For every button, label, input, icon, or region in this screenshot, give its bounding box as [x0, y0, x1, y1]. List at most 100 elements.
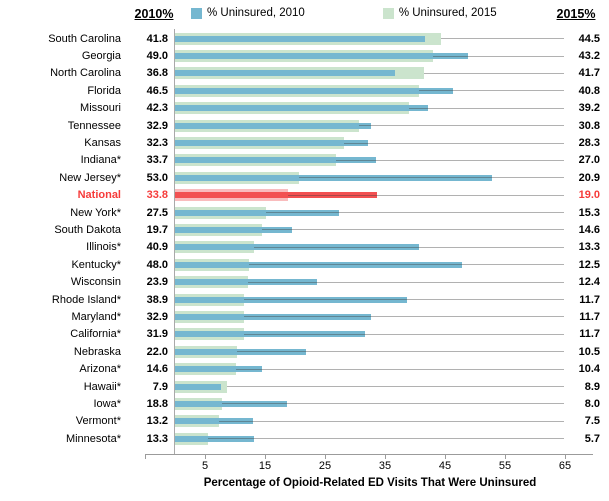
bar-2010	[174, 140, 368, 147]
bar-row: Florida 46.5 40.8	[0, 82, 609, 99]
y-axis-line	[174, 29, 175, 455]
value-2015: 7.5	[584, 415, 600, 428]
bar-2010	[174, 244, 420, 251]
x-tick-mark	[565, 455, 566, 459]
value-2015: 11.7	[579, 328, 600, 341]
leader-line	[433, 55, 564, 57]
legend-item-2010: % Uninsured, 2010	[191, 7, 305, 19]
plot-cell	[174, 117, 564, 134]
value-2010: 40.9	[146, 241, 168, 254]
leader-line	[299, 177, 564, 179]
state-label: Hawaii*	[83, 380, 121, 393]
bar-2010	[174, 70, 395, 77]
bar-2010	[174, 348, 306, 355]
value-2015: 8.0	[584, 397, 600, 410]
plot-cell	[174, 395, 564, 412]
state-label: Indiana*	[80, 154, 121, 167]
leader-line	[244, 299, 564, 301]
bar-row: Illinois* 40.9 13.3	[0, 239, 609, 256]
column-header-2010: 2010%	[134, 7, 174, 21]
state-label: Vermont*	[75, 415, 121, 428]
plot-cell	[174, 360, 564, 377]
x-tick-mark	[325, 455, 326, 459]
bar-row: Minnesota* 13.3 5.7	[0, 430, 609, 447]
state-label: New Jersey*	[59, 171, 121, 184]
state-label: New York*	[70, 206, 121, 219]
legend-swatch-2010-icon	[191, 7, 202, 19]
bar-row: North Carolina 36.8 41.7	[0, 65, 609, 82]
bar-row: National 33.8 19.0	[0, 187, 609, 204]
state-label: Illinois*	[86, 241, 121, 254]
bar-row: Indiana* 33.7 27.0	[0, 152, 609, 169]
value-2015: 20.9	[578, 171, 600, 184]
state-label: Missouri	[80, 102, 121, 115]
plot-cell	[174, 273, 564, 290]
value-2015: 13.3	[578, 241, 600, 254]
bar-2010	[174, 87, 453, 94]
x-tick-mark	[445, 455, 446, 459]
bar-2010	[174, 261, 462, 268]
leader-line	[219, 420, 564, 422]
x-tick-label: 15	[258, 460, 272, 472]
bar-2010	[174, 418, 254, 425]
plot-cell	[174, 30, 564, 47]
plot-cell	[174, 413, 564, 430]
bar-2010	[174, 174, 492, 181]
bar-row: New York* 27.5 15.3	[0, 204, 609, 221]
plot-cell	[174, 47, 564, 64]
bar-rows: South Carolina 41.8 44.5 Georgia 49.0 43…	[0, 30, 609, 447]
plot-cell	[174, 326, 564, 343]
value-2010: 13.3	[146, 432, 168, 445]
value-2015: 8.9	[584, 380, 600, 393]
value-2010: 48.0	[146, 258, 168, 271]
value-2015: 12.5	[578, 258, 600, 271]
value-2015: 15.3	[578, 206, 600, 219]
plot-cell	[174, 221, 564, 238]
value-2010: 41.8	[146, 32, 168, 45]
value-2015: 11.7	[579, 310, 600, 323]
bar-2010	[174, 226, 293, 233]
value-2010: 46.5	[146, 84, 168, 97]
bar-2010	[174, 296, 408, 303]
state-label: Kansas	[84, 137, 121, 150]
plot-cell	[174, 152, 564, 169]
value-2010: 19.7	[146, 223, 168, 236]
bar-row: New Jersey* 53.0 20.9	[0, 169, 609, 186]
value-2015: 40.8	[578, 84, 600, 97]
x-tick-label: 25	[318, 460, 332, 472]
value-2010: 32.9	[146, 119, 168, 132]
leader-line	[261, 229, 564, 231]
leader-line	[236, 368, 564, 370]
value-2010: 53.0	[146, 171, 168, 184]
plot-cell	[174, 100, 564, 117]
value-2015: 10.4	[578, 363, 600, 376]
bar-2010	[174, 122, 372, 129]
value-2015: 41.7	[578, 67, 600, 80]
legend-swatch-2015-icon	[382, 7, 394, 19]
bar-row: Rhode Island* 38.9 11.7	[0, 291, 609, 308]
value-2010: 23.9	[146, 276, 168, 289]
bar-2010	[174, 209, 339, 216]
bar-2010	[174, 157, 377, 164]
leader-line	[222, 403, 564, 405]
bar-row: Wisconsin 23.9 12.4	[0, 273, 609, 290]
plot-cell	[174, 343, 564, 360]
legend-label-2015: % Uninsured, 2015	[398, 7, 497, 19]
leader-line	[253, 246, 564, 248]
plot-cell	[174, 169, 564, 186]
leader-line	[358, 125, 564, 127]
leader-line	[424, 72, 564, 74]
value-2010: 32.3	[146, 137, 168, 150]
leader-line	[288, 194, 564, 196]
state-label: South Carolina	[48, 32, 121, 45]
x-tick-mark	[145, 455, 146, 459]
state-label: Tennessee	[67, 119, 121, 132]
x-tick-mark	[505, 455, 506, 459]
plot-cell	[174, 430, 564, 447]
state-label: Iowa*	[93, 397, 121, 410]
value-2010: 13.2	[146, 415, 168, 428]
x-tick-label: 5	[201, 460, 209, 472]
value-2015: 14.6	[578, 223, 600, 236]
leader-line	[409, 107, 564, 109]
leader-line	[237, 351, 564, 353]
